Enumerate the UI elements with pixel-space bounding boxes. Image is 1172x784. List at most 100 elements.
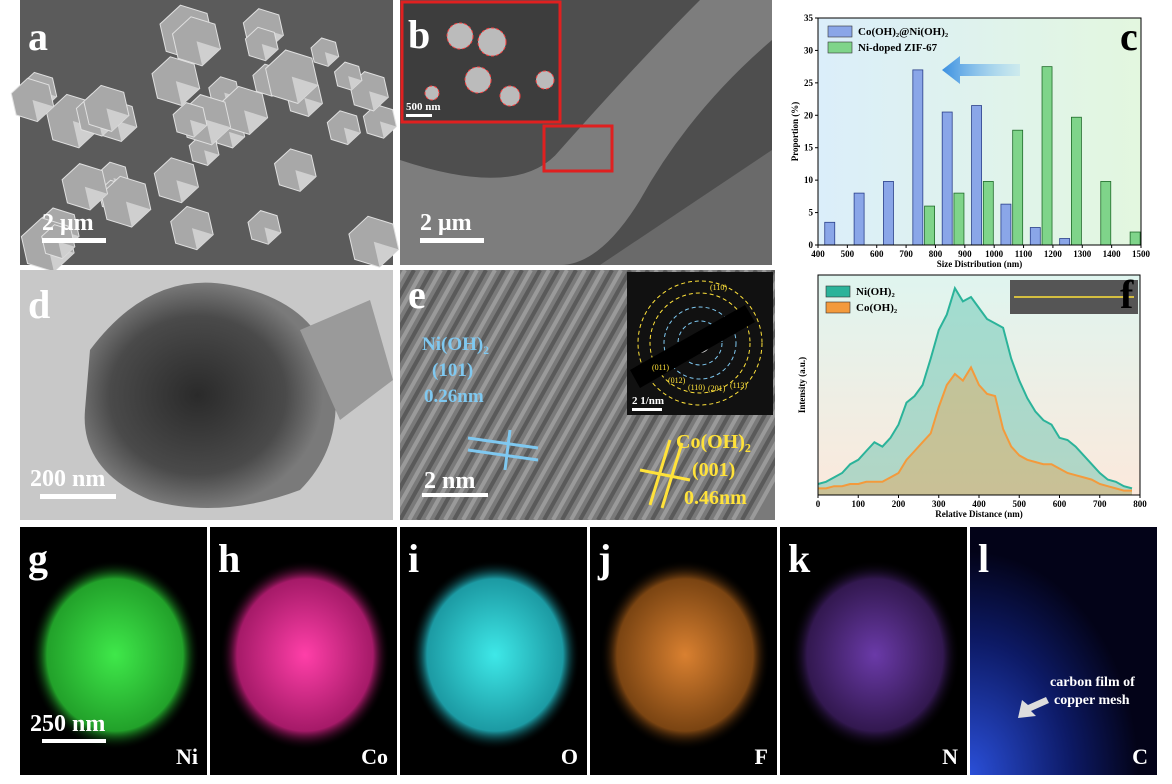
bar (1029, 227, 1041, 246)
element-label: C (1132, 744, 1148, 769)
scale-bar (420, 238, 484, 243)
fringe (704, 392, 775, 520)
x-tick-label: 500 (1013, 499, 1027, 509)
crystal-face (324, 52, 339, 67)
panel-letter: e (408, 272, 426, 317)
fringe (740, 456, 775, 520)
x-tick-label: 700 (1093, 499, 1107, 509)
eds-map (970, 527, 1157, 775)
fringe (400, 270, 533, 509)
bar (1012, 129, 1024, 246)
fringe (731, 440, 775, 520)
scale-bar-label: 200 nm (30, 466, 105, 492)
bar (853, 192, 865, 246)
panel-letter: i (408, 536, 419, 581)
inset-scale-label: 2 1/nm (632, 395, 664, 407)
annotation: (001) (692, 459, 735, 481)
bar (1041, 66, 1053, 246)
annotation: Co(OH)₂ (676, 431, 751, 453)
x-tick-label: 400 (972, 499, 986, 509)
area (818, 288, 1132, 495)
element-signal (30, 560, 200, 750)
y-tick-label: 0 (809, 240, 814, 250)
x-tick-label: 0 (816, 499, 821, 509)
inset-scale-bar (632, 408, 662, 411)
fringe (416, 270, 560, 520)
element-label: Ni (176, 744, 198, 769)
x-tick-label: 400 (811, 249, 825, 259)
particle (84, 282, 336, 508)
crystal-face (373, 241, 399, 268)
y-tick-label: 25 (804, 78, 814, 88)
fringe (400, 270, 506, 460)
fringe (713, 408, 775, 520)
x-tick-label: 800 (929, 249, 943, 259)
fringe (461, 270, 605, 520)
x-tick-label: 200 (892, 499, 906, 509)
annotation: (101) (432, 360, 473, 381)
crystal-face (191, 228, 214, 250)
scale-bar-label: 2 μm (42, 210, 94, 236)
fringe (400, 270, 452, 364)
bar (824, 221, 836, 246)
crystal-face (190, 119, 207, 138)
chart: 400 500 600 700 800 900 1000 1100 1200 1300 1400 15… (790, 13, 1151, 269)
fringe (452, 270, 596, 520)
crystal-face (348, 76, 362, 91)
y-tick-label: 15 (804, 143, 814, 153)
element-signal (410, 560, 580, 750)
zoom-box (542, 124, 614, 173)
line (817, 285, 1133, 490)
fringe (400, 270, 434, 332)
crystal-face (175, 81, 200, 106)
legend-label: Co(OH)₂ (856, 302, 898, 314)
panel-letter: g (28, 536, 48, 581)
crystal-face (196, 41, 221, 66)
plot-frame (817, 274, 1141, 496)
bar (912, 69, 924, 246)
crystal-face (244, 110, 268, 135)
substrate (600, 150, 772, 265)
annotation: Ni(OH)₂ (422, 334, 489, 355)
legend-swatch (827, 25, 853, 38)
ring-label: (110) (710, 283, 727, 292)
scale-bar (422, 493, 488, 497)
ring-label: (110) (688, 383, 705, 392)
bar (1059, 238, 1071, 246)
element-label: F (755, 744, 768, 769)
x-tick-label: 800 (1133, 499, 1147, 509)
bar (1100, 181, 1112, 246)
element-label: N (942, 744, 958, 769)
element-label: Co (361, 744, 388, 769)
fringe (400, 270, 524, 492)
crystal-face (295, 170, 317, 192)
y-axis-label: Intensity (a.u.) (797, 357, 807, 413)
legend-label: Ni-doped ZIF-67 (858, 42, 938, 54)
legend-label: Ni(OH)₂ (856, 286, 895, 298)
crystal-face (176, 180, 199, 203)
x-tick-label: 300 (932, 499, 946, 509)
crystal-face (379, 121, 397, 139)
legend-swatch (825, 285, 851, 298)
crystal-face (32, 99, 54, 122)
fringe (425, 270, 569, 520)
fringe (400, 270, 515, 476)
fringe (470, 270, 614, 520)
inset-image (400, 0, 562, 124)
crystal-face (206, 119, 231, 145)
x-tick-label: 1100 (1015, 249, 1033, 259)
x-tick-label: 600 (1053, 499, 1067, 509)
spacing-marker (467, 429, 539, 471)
ring-label: (113) (730, 381, 747, 390)
panel-letter: a (28, 14, 48, 59)
y-tick-label: 10 (804, 175, 814, 185)
scale-bar (40, 494, 116, 499)
ring-label: (201) (708, 384, 726, 393)
flakes (300, 300, 393, 420)
area (818, 367, 1132, 495)
fringe (400, 270, 542, 520)
fringe (443, 270, 587, 520)
trend-arrow (942, 56, 1020, 84)
crystal-face (261, 44, 279, 61)
legend-label: Co(OH)₂@Ni(OH)₂ (858, 26, 949, 38)
